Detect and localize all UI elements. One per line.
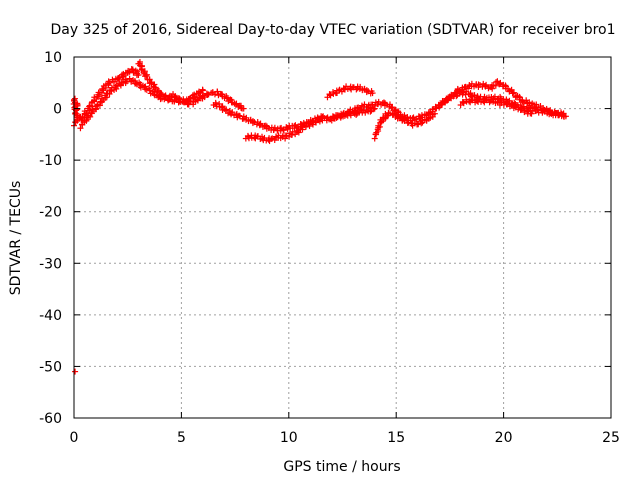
y-tick-label: -20 bbox=[39, 205, 62, 221]
data-point bbox=[74, 100, 81, 107]
data-point bbox=[490, 96, 497, 103]
data-point bbox=[313, 119, 320, 126]
data-point bbox=[100, 85, 107, 92]
data-point bbox=[214, 88, 221, 95]
data-point bbox=[528, 110, 535, 117]
y-tick-label: -40 bbox=[39, 308, 62, 324]
data-point bbox=[433, 105, 440, 112]
data-point bbox=[510, 89, 517, 96]
data-point bbox=[504, 99, 511, 106]
data-point bbox=[243, 114, 250, 121]
data-point bbox=[340, 110, 347, 117]
y-tick-label: -50 bbox=[39, 359, 62, 375]
data-point bbox=[116, 74, 123, 81]
data-point bbox=[431, 110, 438, 117]
data-point bbox=[450, 93, 457, 100]
data-point bbox=[280, 127, 287, 134]
data-point bbox=[129, 66, 136, 73]
data-point bbox=[92, 105, 99, 112]
data-point bbox=[262, 122, 269, 129]
data-point bbox=[143, 73, 150, 80]
data-point bbox=[106, 79, 113, 86]
data-point bbox=[77, 125, 84, 132]
x-tick-label: 15 bbox=[387, 430, 405, 446]
data-point bbox=[143, 71, 150, 78]
data-point bbox=[353, 111, 360, 118]
x-tick-label: 5 bbox=[177, 430, 186, 446]
data-point bbox=[452, 90, 459, 97]
x-tick-label: 25 bbox=[602, 430, 620, 446]
data-point bbox=[357, 83, 364, 90]
y-tick-label: -60 bbox=[39, 411, 62, 427]
data-point bbox=[240, 105, 247, 112]
data-point bbox=[471, 92, 478, 99]
data-point bbox=[257, 120, 264, 127]
data-point bbox=[418, 120, 425, 127]
data-point bbox=[390, 110, 397, 117]
data-point bbox=[132, 80, 139, 87]
data-point bbox=[87, 113, 94, 120]
data-point bbox=[519, 98, 526, 105]
data-point bbox=[190, 94, 197, 101]
data-point bbox=[509, 90, 516, 97]
data-point bbox=[407, 117, 414, 124]
chart-title: Day 325 of 2016, Sidereal Day-to-day VTE… bbox=[50, 22, 615, 38]
data-point bbox=[444, 97, 451, 104]
data-point bbox=[346, 109, 353, 116]
data-point bbox=[72, 368, 79, 375]
data-point bbox=[493, 79, 500, 86]
data-point bbox=[191, 93, 198, 100]
data-point bbox=[93, 96, 100, 103]
data-points bbox=[70, 58, 569, 375]
data-point bbox=[483, 81, 490, 88]
x-tick-label: 20 bbox=[495, 430, 513, 446]
y-tick-label: -10 bbox=[39, 153, 62, 169]
data-point bbox=[120, 73, 127, 80]
data-point bbox=[371, 135, 378, 142]
data-point bbox=[194, 97, 201, 104]
data-point bbox=[562, 113, 569, 120]
data-point bbox=[152, 84, 159, 91]
x-tick-label: 10 bbox=[280, 430, 298, 446]
data-point bbox=[438, 101, 445, 108]
data-point bbox=[419, 119, 426, 126]
data-point bbox=[223, 94, 230, 101]
data-point bbox=[509, 101, 516, 108]
data-point bbox=[341, 86, 348, 93]
data-point bbox=[233, 100, 240, 107]
data-point bbox=[238, 102, 245, 109]
y-axis-title: SDTVAR / TECUs bbox=[8, 181, 24, 296]
y-tick-label: 0 bbox=[53, 102, 62, 118]
data-point bbox=[335, 87, 342, 94]
plot-frame bbox=[73, 56, 612, 419]
x-axis-title: GPS time / hours bbox=[283, 459, 400, 475]
data-point bbox=[72, 109, 79, 116]
data-point bbox=[135, 72, 142, 79]
data-point bbox=[380, 99, 387, 106]
data-point bbox=[369, 90, 376, 97]
ticks: 0 5 10 15 20 25 -60 -50 -40 -30 -20 -10 0 10 bbox=[39, 50, 620, 446]
data-point bbox=[187, 95, 194, 102]
y-tick-label: 10 bbox=[44, 50, 62, 66]
data-point bbox=[227, 96, 234, 103]
data-point bbox=[157, 89, 164, 96]
data-point bbox=[148, 80, 155, 87]
data-point bbox=[389, 104, 396, 111]
data-point bbox=[146, 87, 153, 94]
data-point bbox=[119, 73, 126, 80]
data-point bbox=[540, 105, 547, 112]
data-point bbox=[229, 109, 236, 116]
data-point bbox=[388, 105, 395, 112]
y-tick-label: -30 bbox=[39, 256, 62, 272]
data-point bbox=[415, 121, 422, 128]
data-point bbox=[199, 87, 206, 94]
x-tick-label: 0 bbox=[70, 430, 79, 446]
